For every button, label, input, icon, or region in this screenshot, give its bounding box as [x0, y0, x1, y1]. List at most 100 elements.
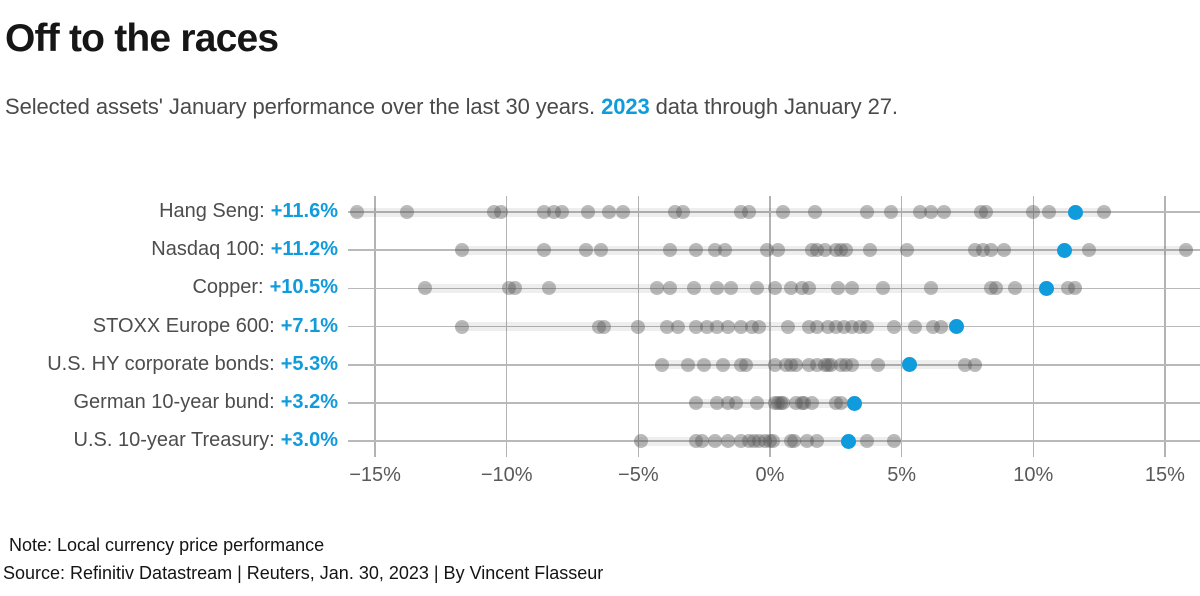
history-dot [778, 357, 793, 372]
dot-2023 [1057, 242, 1073, 258]
history-dot [810, 319, 825, 334]
history-dot [934, 319, 949, 334]
history-dot [870, 357, 885, 372]
history-dot [923, 281, 938, 296]
row-line [348, 364, 1200, 366]
dot-2023 [902, 357, 918, 373]
range-band [418, 283, 1083, 293]
history-dot [1042, 205, 1057, 219]
row-label: Hang Seng: +11.6% [0, 198, 338, 225]
history-dot [810, 243, 825, 258]
history-dot [776, 205, 791, 219]
history-dot [668, 205, 683, 219]
history-dot [776, 396, 791, 410]
history-dot [728, 396, 743, 410]
history-dot [860, 434, 875, 449]
history-dot [818, 357, 833, 372]
asset-name: Nasdaq 100: [151, 238, 265, 261]
history-dot [765, 434, 780, 449]
history-dot [784, 281, 799, 296]
history-dot [784, 357, 799, 372]
asset-2023-value: +7.1% [280, 314, 338, 337]
history-dot [1097, 205, 1112, 219]
history-dot [1068, 281, 1083, 296]
dot-2023 [841, 433, 857, 449]
asset-2023-value: +3.0% [280, 429, 338, 452]
history-dot [710, 396, 725, 410]
history-dot [886, 319, 901, 334]
history-dot [805, 396, 820, 410]
history-dot [926, 319, 941, 334]
history-dot [655, 357, 670, 372]
axis-tick-label: −10% [480, 464, 533, 486]
history-dot [784, 434, 799, 449]
history-dot [763, 434, 777, 449]
row-line [348, 249, 1200, 251]
row-label: STOXX Europe 600: +7.1% [0, 313, 338, 340]
history-dot [676, 205, 691, 219]
page-title: Off to the races [5, 17, 279, 60]
history-dot [768, 357, 783, 372]
history-dot [802, 319, 817, 334]
history-dot [823, 357, 838, 372]
subtitle-year-highlight: 2023 [601, 94, 650, 119]
history-dot [797, 396, 812, 410]
history-dot [770, 243, 785, 258]
history-dot [852, 319, 867, 334]
history-dot [773, 396, 788, 410]
row-line [348, 325, 1200, 328]
history-dot [844, 357, 859, 372]
history-dot [752, 434, 767, 449]
dot-2023 [846, 395, 862, 411]
history-dot [860, 205, 875, 219]
history-dot [768, 281, 783, 296]
history-dot [839, 357, 854, 372]
history-dot [997, 243, 1012, 258]
axis-tick-label: −5% [618, 464, 659, 486]
history-dot [494, 205, 509, 219]
footnote: Note: Local currency price performance [9, 535, 325, 555]
history-dot [710, 281, 725, 296]
history-dot [976, 243, 991, 258]
history-dot [884, 205, 899, 219]
history-dot [734, 319, 749, 334]
history-dot [810, 357, 825, 372]
history-dot [1060, 281, 1075, 296]
history-dot [744, 319, 759, 334]
history-dot [486, 205, 501, 219]
history-dot [828, 396, 843, 410]
history-dot [707, 243, 722, 258]
history-dot [734, 434, 749, 449]
history-dot [536, 205, 551, 219]
history-dot [794, 281, 809, 296]
asset-name: German 10-year bund: [73, 391, 275, 413]
axis-tick-label: −15% [349, 464, 401, 486]
history-dot [554, 205, 569, 219]
row-line [348, 287, 1200, 290]
subtitle-text-prefix: Selected assets' January performance ove… [5, 94, 602, 119]
history-dot [578, 243, 593, 258]
history-dot [834, 396, 849, 410]
history-dot [615, 205, 630, 219]
history-dot [828, 243, 843, 258]
history-dot [807, 205, 822, 219]
history-dot [968, 243, 983, 258]
range-band [454, 245, 1193, 255]
history-dot [770, 396, 785, 410]
history-dot [760, 243, 775, 258]
history-dot [507, 281, 522, 296]
range-band [633, 436, 901, 446]
history-dot [810, 434, 825, 449]
history-dot [720, 434, 735, 449]
row-label: Copper: +10.5% [0, 274, 338, 301]
dot-2023 [1038, 280, 1054, 296]
asset-2023-value: +3.2% [280, 391, 338, 413]
asset-name: Copper: [192, 276, 264, 299]
chart-subtitle: Selected assets' January performance ove… [5, 94, 898, 120]
history-dot [681, 357, 696, 372]
history-dot [768, 396, 783, 410]
history-dot [789, 357, 804, 372]
history-dot [802, 357, 817, 372]
row-line [348, 402, 1200, 404]
strip-plot-chart: −15% −10% −5% 0% 5% 10% 15% Hang Seng: +11.6% Nas… [0, 196, 1200, 486]
